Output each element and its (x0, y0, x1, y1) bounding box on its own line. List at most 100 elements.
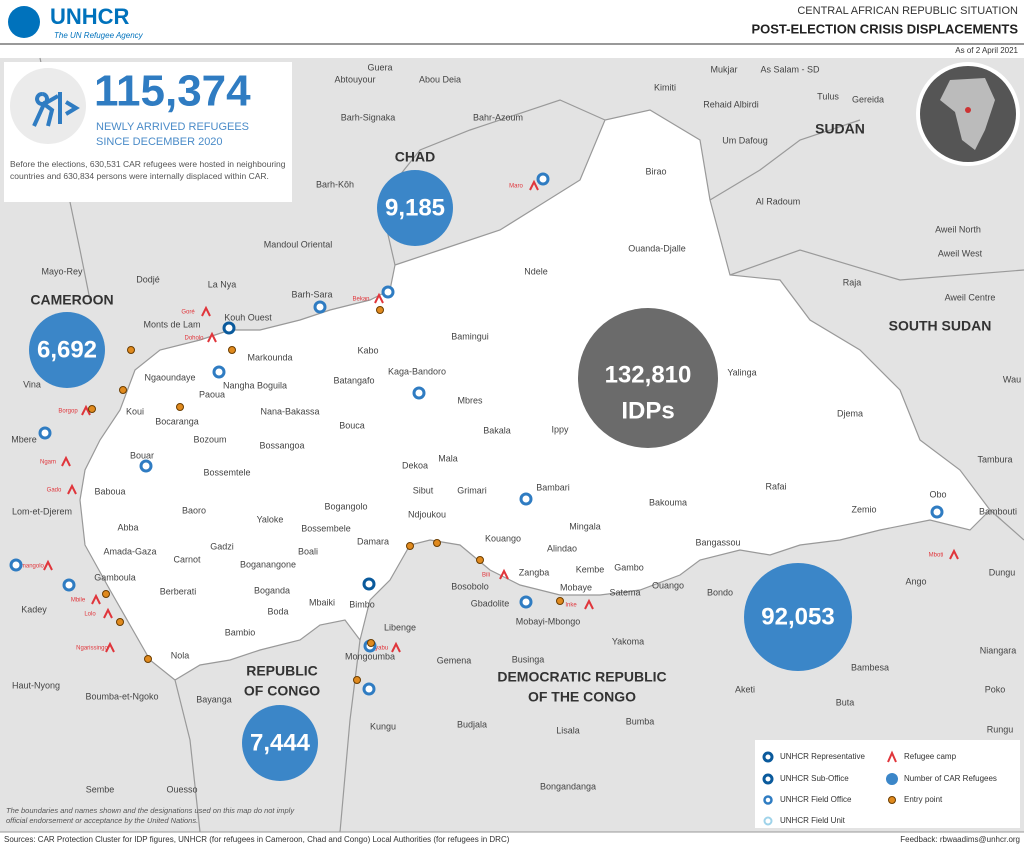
site-label: Maro (509, 184, 523, 190)
place-label: Monts de Lam (143, 319, 200, 329)
place-label: Dodjé (136, 274, 160, 284)
entry-point (176, 403, 184, 411)
place-label: Kimiti (654, 82, 676, 92)
place-label: Bossemtele (203, 467, 250, 477)
place-label: Gereida (852, 94, 884, 104)
legend-label: Entry point (904, 795, 943, 804)
place-label: Tulus (817, 91, 839, 101)
entry-point (433, 539, 441, 547)
place-label: Boumba-et-Ngoko (85, 691, 158, 701)
place-label: Wau (1003, 374, 1021, 384)
site-label: Bili (482, 573, 490, 579)
country-label: DEMOCRATIC REPUBLIC (497, 669, 666, 685)
place-label: Boali (298, 546, 318, 556)
place-label: Kadey (21, 604, 47, 614)
unhcr-office (139, 459, 153, 473)
place-label: Amada-Gaza (103, 546, 156, 556)
place-label: Aweil West (938, 248, 983, 258)
place-label: Barh-Sara (291, 289, 332, 299)
legend-label: Number of CAR Refugees (904, 774, 997, 783)
entry-point (127, 346, 135, 354)
place-label: Bouca (339, 420, 365, 430)
place-label: Kungu (370, 721, 396, 731)
unhcr-office (362, 577, 376, 591)
place-label: Mobayi-Mbongo (516, 616, 581, 626)
site-label: Lolo (84, 612, 96, 618)
place-label: Niangara (980, 645, 1017, 655)
place-label: Libenge (384, 622, 416, 632)
place-label: Barh-Signaka (341, 112, 396, 122)
refugee-camp (529, 179, 539, 191)
place-label: Bondo (707, 587, 733, 597)
idp-value: 132,810 (605, 361, 692, 388)
entry-point (144, 655, 152, 663)
place-label: Bozoum (193, 434, 226, 444)
place-label: Bimbo (349, 599, 375, 609)
place-label: Bossembele (301, 523, 351, 533)
place-label: Bambesa (851, 662, 889, 672)
place-label: Boganda (254, 585, 290, 595)
refugee-camp (43, 559, 53, 571)
place-label: Budjala (457, 719, 487, 729)
place-label: Bayanga (196, 694, 232, 704)
logo: UNHCR (50, 4, 130, 29)
title1: CENTRAL AFRICAN REPUBLIC SITUATION (797, 5, 1018, 17)
entry-point (353, 676, 361, 684)
refugee-bubble (744, 563, 852, 671)
unhcr-office (519, 492, 533, 506)
site-label: Ngarissingo (76, 646, 108, 652)
place-label: Bosobolo (451, 581, 489, 591)
place-label: Kembe (576, 564, 605, 574)
place-label: Gambo (614, 562, 644, 572)
place-label: Baoro (182, 505, 206, 515)
place-label: Koui (126, 406, 144, 416)
site-label: Goré (181, 310, 195, 316)
place-label: Obo (929, 489, 946, 499)
place-label: Birao (645, 166, 666, 176)
site-label: Inke (565, 603, 577, 609)
refugee-camp (949, 548, 959, 560)
place-label: Lisala (556, 725, 580, 735)
place-label: Um Dafoug (722, 135, 768, 145)
place-label: Kouh Ouest (224, 312, 272, 322)
place-label: Mukjar (710, 64, 737, 74)
place-label: Aweil North (935, 224, 981, 234)
place-label: Berberati (160, 586, 197, 596)
site-label: Boyabu (368, 646, 388, 652)
place-label: Mingala (569, 521, 601, 531)
unhcr-office (381, 285, 395, 299)
legend-symbol (888, 796, 896, 804)
place-label: Al Radoum (756, 196, 801, 206)
place-label: Ippy (551, 424, 569, 434)
place-label: Bakala (483, 425, 511, 435)
place-label: Ouanda-Djalle (628, 243, 686, 253)
place-label: Gamboula (94, 572, 136, 582)
refugee-icon (32, 92, 80, 127)
legend-box (755, 740, 1020, 828)
place-label: Satema (609, 587, 640, 597)
place-label: Mayo-Rey (41, 266, 83, 276)
place-label: Raja (843, 277, 862, 287)
place-label: Sibut (413, 485, 434, 495)
sources: Sources: CAR Protection Cluster for IDP … (4, 835, 510, 844)
place-label: Mandoul Oriental (264, 239, 333, 249)
place-label: Bogangolo (324, 501, 367, 511)
site-label: Timangolo (16, 564, 44, 570)
unhcr-office (313, 300, 327, 314)
legend-label: UNHCR Sub-Office (780, 774, 849, 783)
country-label: OF CONGO (244, 683, 320, 699)
unhcr-office (9, 558, 23, 572)
refugee-camp (391, 641, 401, 653)
unhcr-office (362, 682, 376, 696)
place-label: Bongandanga (540, 781, 596, 791)
entry-point (367, 639, 375, 647)
feedback: Feedback: rbwaadims@unhcr.org (900, 835, 1020, 844)
place-label: Zemio (851, 504, 876, 514)
place-label: Gbadolite (471, 598, 510, 608)
legend-symbol (762, 773, 774, 785)
unhcr-office (519, 595, 533, 609)
refugee-count: 9,185 (385, 194, 445, 221)
place-label: Ndele (524, 266, 548, 276)
place-label: Mbres (457, 395, 483, 405)
place-label: Bahr-Azoum (473, 112, 523, 122)
